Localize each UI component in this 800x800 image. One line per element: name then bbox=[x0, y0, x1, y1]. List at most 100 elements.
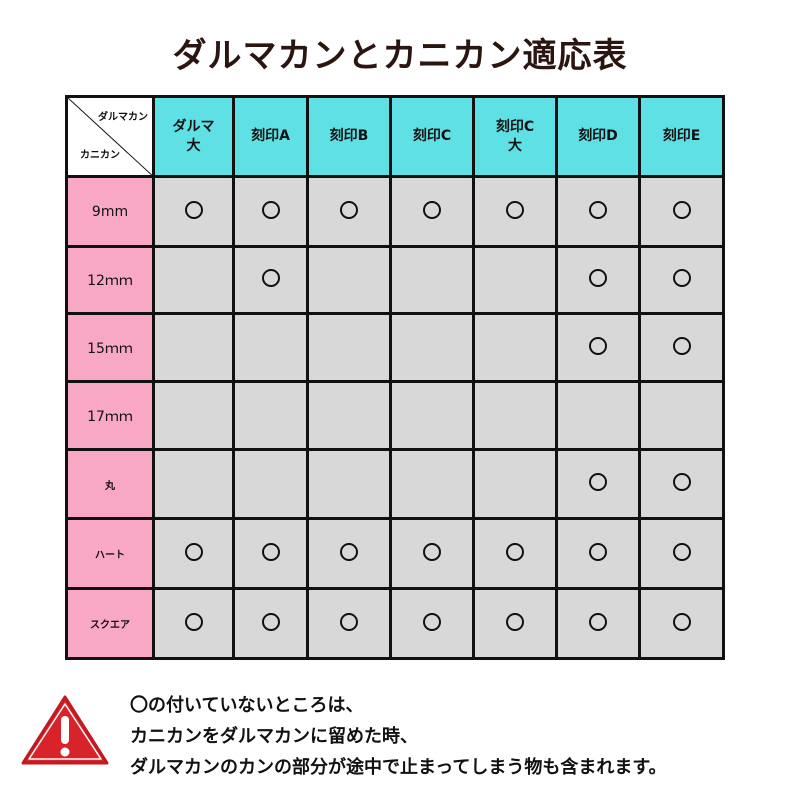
table-cell bbox=[389, 448, 475, 520]
table-cell bbox=[389, 587, 475, 660]
note-line: 〇の付いていないところは、 bbox=[130, 695, 364, 716]
row-header: 丸 bbox=[65, 448, 155, 520]
circle-mark-icon bbox=[589, 269, 607, 287]
table-cell bbox=[152, 245, 235, 315]
table-cell bbox=[306, 380, 392, 451]
circle-mark-icon bbox=[340, 612, 358, 631]
table-cell bbox=[472, 175, 558, 248]
table-cell bbox=[472, 517, 558, 590]
column-header: 刻印C bbox=[389, 95, 475, 178]
circle-mark-icon bbox=[423, 542, 441, 561]
table-cell bbox=[152, 587, 235, 660]
corner-cell: ダルマカン カニカン bbox=[65, 95, 155, 178]
column-header: 刻印A bbox=[232, 95, 309, 178]
table-cell bbox=[472, 448, 558, 520]
table-cell bbox=[152, 175, 235, 248]
circle-mark-icon bbox=[261, 542, 280, 561]
table-cell bbox=[638, 175, 725, 248]
circle-mark-icon bbox=[506, 200, 524, 219]
diagonal-line bbox=[68, 98, 155, 178]
table-cell bbox=[306, 175, 392, 248]
table-cell bbox=[555, 517, 641, 590]
table-row: スクエア bbox=[65, 587, 725, 660]
table-cell bbox=[472, 245, 558, 315]
table-cell bbox=[306, 245, 392, 315]
table-cell bbox=[232, 245, 309, 315]
table-cell bbox=[232, 380, 309, 451]
circle-mark-icon bbox=[672, 542, 691, 561]
circle-mark-icon bbox=[184, 200, 203, 219]
table-cell bbox=[152, 380, 235, 451]
table-row: 丸 bbox=[65, 448, 725, 520]
table-cell bbox=[638, 312, 725, 383]
circle-mark-icon bbox=[184, 612, 203, 631]
circle-mark-icon bbox=[340, 200, 358, 219]
table-cell bbox=[472, 312, 558, 383]
warning-triangle-icon bbox=[21, 695, 109, 765]
table-cell bbox=[638, 380, 725, 451]
circle-mark-icon bbox=[261, 269, 280, 287]
table-cell bbox=[389, 175, 475, 248]
circle-mark-icon bbox=[506, 542, 524, 561]
table-cell bbox=[152, 448, 235, 520]
table-cell bbox=[389, 517, 475, 590]
circle-mark-icon bbox=[589, 542, 607, 561]
table-cell bbox=[555, 448, 641, 520]
table-row: 17ｍｍ bbox=[65, 380, 725, 451]
circle-mark-icon bbox=[672, 473, 691, 491]
note-line: カニカンをダルマカンに留めた時、 bbox=[130, 726, 418, 747]
circle-mark-icon bbox=[261, 612, 280, 631]
table-cell bbox=[555, 312, 641, 383]
table-cell bbox=[472, 587, 558, 660]
column-header: ダルマ 大 bbox=[152, 95, 235, 178]
table-cell bbox=[232, 312, 309, 383]
table-cell bbox=[555, 587, 641, 660]
table-cell bbox=[638, 448, 725, 520]
note-line: ダルマカンのカンの部分が途中で止まってしまう物も含まれます。 bbox=[130, 757, 667, 778]
table-row: 12ｍｍ bbox=[65, 245, 725, 315]
table-cell bbox=[306, 517, 392, 590]
row-header: ハート bbox=[65, 517, 155, 590]
corner-bottom-label: カニカン bbox=[80, 150, 120, 161]
column-header: 刻印D bbox=[555, 95, 641, 178]
table-cell bbox=[638, 587, 725, 660]
table-cell bbox=[472, 380, 558, 451]
table-row: ハート bbox=[65, 517, 725, 590]
table-cell bbox=[389, 380, 475, 451]
table-cell bbox=[232, 175, 309, 248]
circle-mark-icon bbox=[672, 336, 691, 355]
circle-mark-icon bbox=[423, 612, 441, 631]
table-cell bbox=[638, 517, 725, 590]
circle-mark-icon bbox=[589, 336, 607, 355]
circle-mark-icon bbox=[589, 612, 607, 631]
table-row: 15ｍｍ bbox=[65, 312, 725, 383]
header-row: ダルマカン カニカン ダルマ 大刻印A 刻印B 刻印C 刻印C 大刻印D 刻印E bbox=[65, 95, 725, 178]
row-header: 15ｍｍ bbox=[65, 312, 155, 383]
circle-mark-icon bbox=[589, 200, 607, 219]
circle-mark-icon bbox=[672, 612, 691, 631]
column-header: 刻印C 大 bbox=[472, 95, 558, 178]
circle-mark-icon bbox=[423, 200, 441, 219]
row-header: 9mm bbox=[65, 175, 155, 248]
table-cell bbox=[555, 245, 641, 315]
table-cell bbox=[152, 517, 235, 590]
circle-mark-icon bbox=[506, 612, 524, 631]
table-cell bbox=[306, 587, 392, 660]
table-cell bbox=[232, 448, 309, 520]
table-cell bbox=[389, 245, 475, 315]
row-header: スクエア bbox=[65, 587, 155, 660]
row-header: 12ｍｍ bbox=[65, 245, 155, 315]
table-cell bbox=[555, 175, 641, 248]
table-cell bbox=[555, 380, 641, 451]
compatibility-table: ダルマカン カニカン ダルマ 大刻印A 刻印B 刻印C 刻印C 大刻印D 刻印E 9mm 12ｍ… bbox=[65, 95, 725, 660]
table-cell bbox=[232, 587, 309, 660]
circle-mark-icon bbox=[184, 542, 203, 561]
note-text: 〇の付いていないところは、 カニカンをダルマカンに留めた時、 ダルマカンのカンの… bbox=[130, 690, 667, 783]
table-cell bbox=[306, 312, 392, 383]
page-title: ダルマカンとカニカン適応表 bbox=[172, 36, 628, 76]
circle-mark-icon bbox=[340, 542, 358, 561]
column-header: 刻印B bbox=[306, 95, 392, 178]
row-header: 17ｍｍ bbox=[65, 380, 155, 451]
table-row: 9mm bbox=[65, 175, 725, 248]
table-cell bbox=[389, 312, 475, 383]
